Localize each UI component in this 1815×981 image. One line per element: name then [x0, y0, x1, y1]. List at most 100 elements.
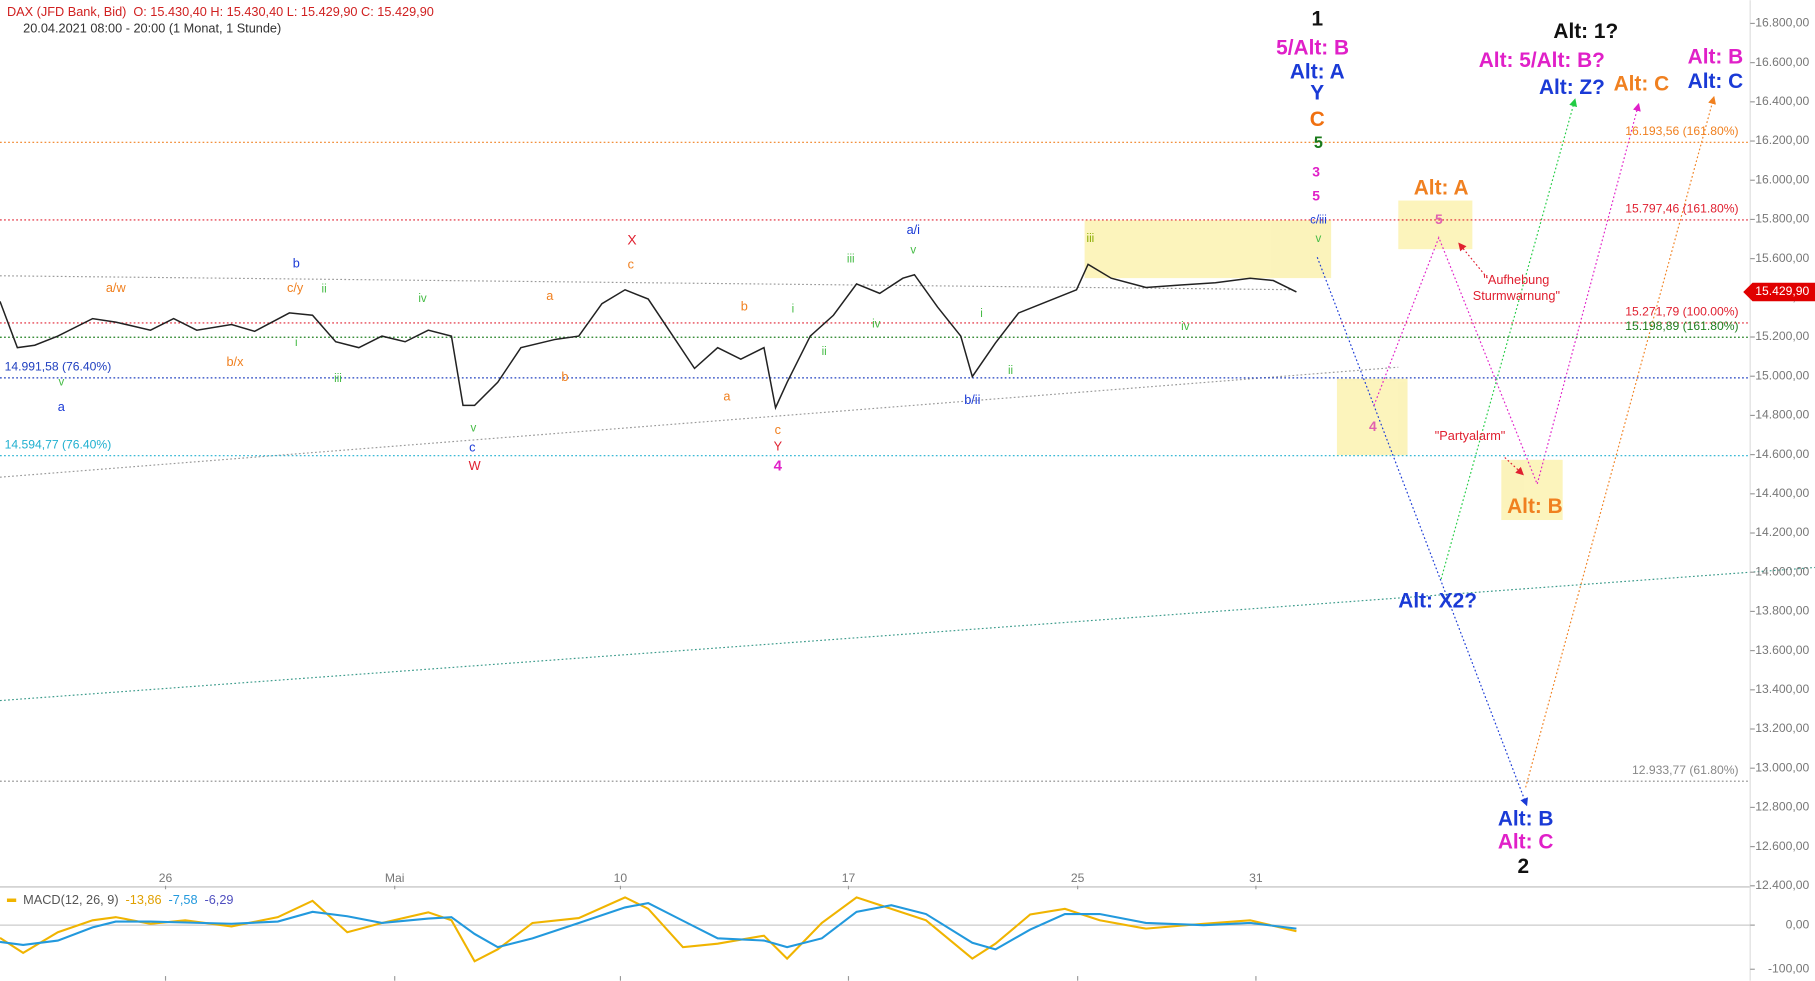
wave-label: c	[469, 440, 476, 455]
wave-label: 5/Alt: B	[1276, 36, 1349, 59]
wave-label: X	[627, 232, 636, 248]
wave-label: v	[58, 376, 64, 388]
wave-label: C	[1310, 108, 1325, 131]
trend-line	[0, 366, 1399, 478]
y-tick-label: 14.000,00	[1755, 564, 1809, 578]
last-price-label: 15.429,90	[1755, 284, 1809, 298]
projection	[1316, 257, 1528, 807]
wave-label: c/iii	[1310, 214, 1327, 226]
wave-label: a/w	[106, 280, 127, 295]
wave-label: W	[469, 458, 481, 473]
wave-label: Alt: B	[1507, 495, 1563, 518]
projection	[1373, 102, 1641, 486]
trend-line	[0, 275, 1291, 291]
wave-label: Alt: C	[1498, 830, 1554, 853]
wave-label: Alt: 5/Alt: B?	[1479, 49, 1605, 72]
wave-label: c/y	[287, 280, 304, 295]
wave-label: 4	[1369, 418, 1377, 434]
y-tick-label: 0,00	[1786, 917, 1810, 931]
projection	[1525, 95, 1716, 788]
y-tick-label: 16.400,00	[1755, 94, 1809, 108]
wave-label: b/x	[226, 354, 244, 369]
legend-swatch	[6, 898, 17, 903]
wave-label: "Aufhebung	[1483, 272, 1549, 287]
wave-label: Alt: X2?	[1398, 590, 1477, 613]
wave-label: a/i	[907, 222, 920, 237]
wave-label: b/ii	[964, 392, 980, 407]
ohlc: O: 15.430,40 H: 15.430,40 L: 15.429,90 C…	[133, 4, 434, 19]
wave-label: ii	[822, 346, 827, 358]
price-line	[0, 263, 1297, 411]
price-line	[0, 901, 1297, 951]
wave-label: b	[561, 369, 568, 384]
wave-label: 5	[1314, 134, 1323, 152]
y-tick-label: 15.600,00	[1755, 251, 1809, 265]
header-title: DAX (JFD Bank, Bid) O: 15.430,40 H: 15.43…	[7, 4, 434, 19]
x-tick-label: 25	[1071, 871, 1085, 885]
y-tick-label: 14.800,00	[1755, 408, 1809, 422]
y-tick-label: 15.200,00	[1755, 329, 1809, 343]
wave-label: c	[775, 422, 782, 437]
level-label: 14.991,58 (76.40%)	[5, 360, 112, 374]
x-tick-label: 31	[1249, 871, 1263, 885]
wave-label: i	[295, 337, 298, 349]
wave-label: 1	[1311, 7, 1323, 30]
y-tick-label: 12.400,00	[1755, 878, 1809, 892]
level-label: 15.271,79 (100.00%)	[1625, 305, 1738, 319]
trend-line	[0, 566, 1815, 702]
last-price-tag	[1743, 282, 1815, 302]
wave-label: iii	[1087, 233, 1095, 245]
y-tick-label: 16.600,00	[1755, 55, 1809, 69]
level-label: 15.198,89 (161.80%)	[1625, 319, 1738, 333]
wave-label: v	[471, 423, 477, 435]
zone	[1084, 220, 1332, 279]
wave-label: 4	[774, 458, 783, 475]
wave-label: 5	[1435, 211, 1443, 227]
projection	[1440, 98, 1578, 580]
zones	[1084, 200, 1563, 521]
y-tick-label: 13.800,00	[1755, 604, 1809, 618]
zone	[1336, 378, 1408, 456]
wave-label: Y	[774, 438, 783, 453]
wave-label: Y	[1310, 82, 1324, 105]
zone	[1398, 200, 1473, 250]
macd-legend: MACD(12, 26, 9) -13,86 -7,58 -6,29	[23, 892, 233, 907]
y-tick-label: 12.600,00	[1755, 839, 1809, 853]
wave-label: a	[723, 389, 731, 404]
wave-label: Alt: A	[1414, 176, 1469, 199]
wave-label: "Partyalarm"	[1435, 428, 1506, 443]
trend-lines	[0, 95, 1815, 807]
wave-label: Alt: C	[1688, 70, 1744, 93]
wave-label: Alt: Z?	[1539, 76, 1605, 99]
wave-label: i	[980, 308, 983, 320]
wave-label: Alt: A	[1290, 61, 1345, 84]
callout-arrow	[1458, 242, 1488, 279]
y-tick-label: 16.200,00	[1755, 133, 1809, 147]
wave-label: Alt: B	[1688, 46, 1744, 69]
macd-title: MACD(12, 26, 9)	[23, 892, 118, 907]
x-tick-label: 10	[614, 871, 628, 885]
level-label: 14.594,77 (76.40%)	[5, 437, 112, 451]
wave-label: c	[628, 257, 635, 272]
series-name: DAX (JFD Bank, Bid)	[7, 4, 126, 19]
wave-label: Alt: C	[1614, 72, 1670, 95]
y-tick-label: 15.000,00	[1755, 368, 1809, 382]
wave-label: Sturmwarnung"	[1473, 288, 1560, 303]
legend-value: -13,86	[126, 892, 162, 907]
wave-label: a	[58, 399, 66, 414]
y-tick-label: 16.800,00	[1755, 16, 1809, 30]
wave-label: b	[293, 256, 300, 271]
wave-label: iii	[847, 254, 855, 266]
wave-label: iii	[334, 373, 342, 385]
wave-label: ii	[1008, 365, 1013, 377]
level-label: 15.797,46 (161.80%)	[1625, 202, 1738, 216]
period: 20.04.2021 08:00 - 20:00 (1 Monat, 1 Stu…	[23, 21, 281, 36]
y-tick-label: 13.000,00	[1755, 760, 1809, 774]
level-label: 12.933,77 (61.80%)	[1632, 763, 1739, 777]
wave-label: iv	[418, 293, 427, 305]
wave-label: v	[1316, 233, 1322, 245]
y-tick-label: 14.400,00	[1755, 486, 1809, 500]
y-tick-label: 14.600,00	[1755, 447, 1809, 461]
level-label: 16.193,56 (161.80%)	[1625, 124, 1738, 138]
